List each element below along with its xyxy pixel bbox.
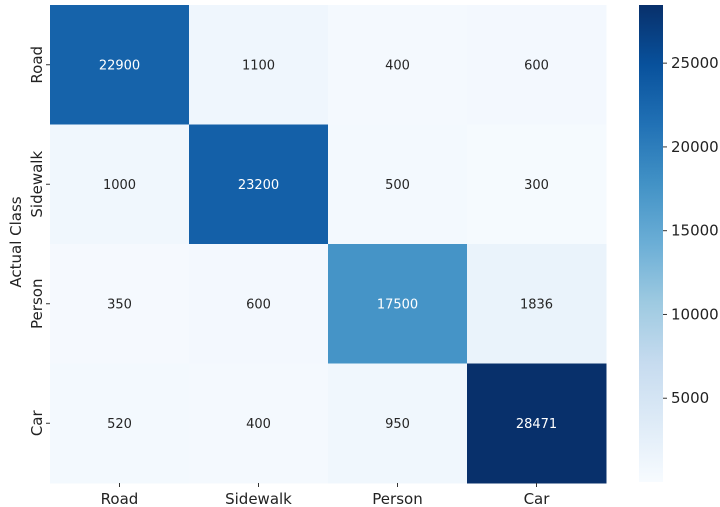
cell-value-label: 17500: [377, 297, 418, 312]
heatmap-cell: [50, 244, 190, 364]
heatmap-cell: [50, 363, 190, 484]
heatmap-cell: [328, 5, 468, 125]
heatmap-cell-labels: 22900 1100 400 600 1000 23200 500 300 350 600 1750…: [99, 58, 557, 432]
cell-value-label: 600: [246, 297, 271, 312]
cell-value-label: 500: [385, 178, 410, 193]
x-tick-label: Sidewalk: [225, 490, 292, 507]
colorbar-tick-label: 20000: [671, 138, 719, 156]
heatmap-cell: [467, 363, 607, 484]
heatmap-cell: [189, 124, 329, 245]
colorbar-tick-label: 15000: [671, 222, 719, 240]
x-tick-label: Person: [372, 490, 422, 507]
colorbar-tick-label: 5000: [671, 389, 709, 407]
y-tick-label: Car: [28, 410, 46, 437]
cell-value-label: 600: [524, 58, 549, 73]
cell-value-label: 23200: [238, 178, 279, 193]
x-tick-label: Road: [101, 490, 139, 507]
heatmap-cell: [467, 244, 607, 364]
cell-value-label: 22900: [99, 58, 140, 73]
y-tick-label: Road: [28, 46, 46, 84]
cell-value-label: 400: [385, 58, 410, 73]
heatmap-cell: [189, 363, 329, 484]
heatmap-cell: [467, 5, 607, 125]
x-tick-label: Car: [524, 490, 551, 507]
x-axis-ticks: Road Sidewalk Person Car: [101, 483, 551, 507]
heatmap-cell: [189, 5, 329, 125]
heatmap-cell: [328, 244, 468, 364]
cell-value-label: 300: [524, 178, 549, 193]
heatmap-cell: [328, 363, 468, 484]
cell-value-label: 350: [107, 297, 132, 312]
heatmap-cells: [50, 5, 607, 484]
cell-value-label: 1836: [520, 297, 553, 312]
cell-value-label: 400: [246, 417, 271, 432]
y-axis-ticks: Road Sidewalk Person Car: [28, 46, 50, 436]
cell-value-label: 1100: [242, 58, 275, 73]
heatmap-cell: [328, 124, 468, 245]
heatmap-cell: [467, 124, 607, 245]
colorbar-gradient: [639, 5, 663, 482]
heatmap-cell: [189, 244, 329, 364]
cell-value-label: 950: [385, 417, 410, 432]
colorbar-ticks: 5000 10000 15000 20000 25000: [663, 54, 719, 407]
cell-value-label: 28471: [516, 417, 557, 432]
colorbar-tick-label: 25000: [671, 54, 719, 72]
cell-value-label: 520: [107, 417, 132, 432]
y-axis-label: Actual Class: [7, 196, 25, 287]
colorbar: 5000 10000 15000 20000 25000: [639, 5, 719, 482]
heatmap-cell: [50, 5, 190, 125]
cell-value-label: 1000: [103, 178, 136, 193]
heatmap-cell: [50, 124, 190, 245]
y-tick-label: Sidewalk: [28, 151, 46, 218]
y-tick-label: Person: [28, 279, 46, 329]
colorbar-tick-label: 10000: [671, 305, 719, 323]
